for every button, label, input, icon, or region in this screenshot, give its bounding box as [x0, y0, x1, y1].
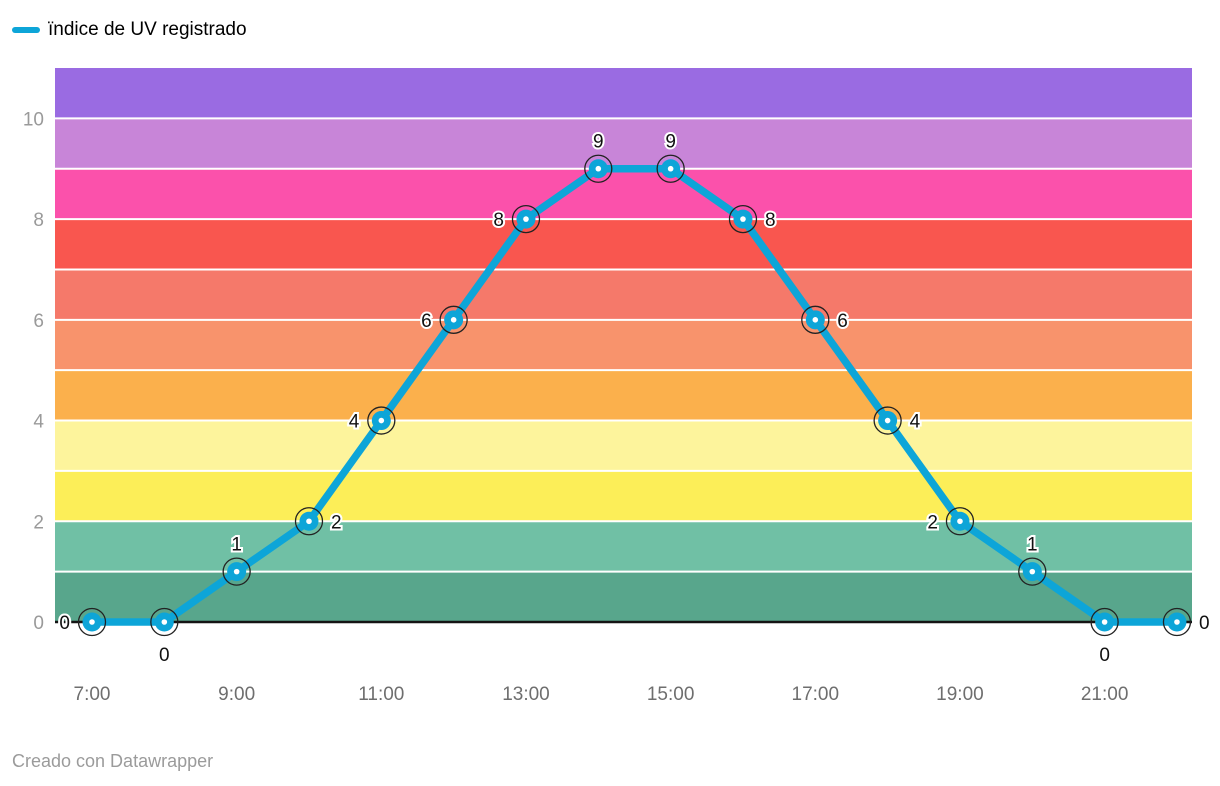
point-halo-ring — [1090, 607, 1119, 637]
value-label-1000: 2 — [331, 512, 342, 533]
point-halo-ring — [728, 204, 758, 234]
y-tick-label-2: 2 — [33, 512, 44, 533]
point-halo-ring — [1018, 557, 1047, 586]
point-center — [812, 317, 819, 323]
value-label-900: 1 — [231, 535, 242, 556]
point-center — [884, 417, 891, 424]
value-label-1400: 9 — [593, 132, 604, 153]
point-center — [1174, 619, 1180, 625]
point-center — [957, 518, 963, 525]
point-halo-ring — [1162, 607, 1192, 637]
data-point-2000[interactable] — [1018, 557, 1047, 586]
y-tick-label-0: 0 — [33, 613, 44, 634]
point-center — [378, 417, 385, 424]
uv-band-5-6 — [55, 319, 1192, 371]
data-point-1400[interactable] — [584, 154, 613, 183]
legend: ïndice de UV registrado — [12, 19, 247, 41]
x-tick-label-7:00: 7:00 — [74, 684, 111, 705]
value-label-2100: 0 — [1099, 645, 1110, 666]
point-halo-ring — [150, 607, 179, 637]
legend-line-icon — [12, 27, 40, 33]
point-center — [1029, 568, 1036, 575]
point-halo-ring — [367, 406, 396, 435]
point-center — [740, 216, 746, 222]
point-halo-ring — [801, 305, 830, 334]
data-point-1300[interactable] — [511, 204, 541, 234]
value-label-1800: 4 — [910, 412, 921, 433]
value-label-1600: 8 — [765, 210, 776, 231]
data-point-2100[interactable] — [1090, 607, 1119, 637]
point-halo-ring — [945, 507, 975, 536]
uv-band-2-3 — [55, 470, 1192, 522]
data-point-700[interactable] — [77, 607, 107, 637]
value-label-1700: 6 — [837, 311, 848, 332]
y-tick-label-8: 8 — [33, 210, 44, 231]
x-tick-label-13:00: 13:00 — [502, 684, 550, 705]
point-center — [233, 568, 240, 575]
value-label-700: 0 — [59, 613, 70, 634]
uv-band-0-1 — [55, 571, 1192, 622]
legend-label: ïndice de UV registrado — [48, 19, 247, 40]
point-halo-ring — [222, 557, 251, 586]
point-halo-ring — [294, 507, 324, 536]
data-point-2200[interactable] — [1162, 607, 1192, 637]
uv-band-8-9 — [55, 168, 1192, 220]
point-halo-ring — [439, 305, 468, 334]
data-point-1700[interactable] — [801, 305, 830, 334]
uv-band-9-10 — [55, 118, 1192, 169]
point-center — [667, 165, 674, 172]
uv-band-4-5 — [55, 370, 1192, 421]
point-center — [1101, 619, 1108, 625]
data-point-1100[interactable] — [367, 406, 396, 435]
uv-band-3-4 — [55, 420, 1192, 471]
uv-band-7-8 — [55, 219, 1192, 270]
line-series — [88, 164, 1181, 626]
data-point-1800[interactable] — [873, 406, 902, 435]
point-center — [306, 518, 312, 525]
data-point-900[interactable] — [222, 557, 251, 586]
value-label-1500: 9 — [665, 132, 676, 153]
x-tick-label-11:00: 11:00 — [358, 684, 404, 705]
value-label-2000: 1 — [1027, 535, 1038, 556]
data-point-1500[interactable] — [656, 154, 685, 183]
x-tick-label-17:00: 17:00 — [792, 684, 840, 705]
point-halo-ring — [77, 607, 107, 637]
value-label-1200: 6 — [421, 311, 432, 332]
point-center — [450, 317, 457, 323]
point-halo-ring — [873, 406, 902, 435]
point-center — [89, 619, 95, 625]
point-halo-ring — [656, 154, 685, 183]
value-label-1300: 8 — [493, 210, 504, 231]
uv-band-6-7 — [55, 269, 1192, 320]
data-point-1200[interactable] — [439, 305, 468, 334]
value-label-2200: 0 — [1199, 613, 1210, 634]
data-point-1000[interactable] — [294, 507, 324, 536]
data-point-1600[interactable] — [728, 204, 758, 234]
x-tick-label-9:00: 9:00 — [218, 684, 255, 705]
point-halo-ring — [511, 204, 541, 234]
data-point-1900[interactable] — [945, 507, 975, 536]
value-label-800: 0 — [159, 645, 170, 666]
x-tick-label-21:00: 21:00 — [1081, 684, 1129, 705]
y-tick-label-10: 10 — [23, 109, 44, 130]
point-center — [161, 619, 168, 625]
value-label-1100: 4 — [349, 412, 360, 433]
x-tick-label-15:00: 15:00 — [647, 684, 695, 705]
y-tick-label-6: 6 — [33, 311, 44, 332]
data-point-800[interactable] — [150, 607, 179, 637]
point-center — [595, 165, 602, 172]
point-center — [523, 216, 529, 222]
x-tick-label-19:00: 19:00 — [936, 684, 984, 705]
credit-text: Creado con Datawrapper — [12, 751, 214, 771]
point-halo-ring — [584, 154, 613, 183]
uv-band-10-11 — [55, 68, 1192, 119]
y-tick-label-4: 4 — [33, 412, 44, 433]
value-label-1900: 2 — [927, 512, 938, 533]
